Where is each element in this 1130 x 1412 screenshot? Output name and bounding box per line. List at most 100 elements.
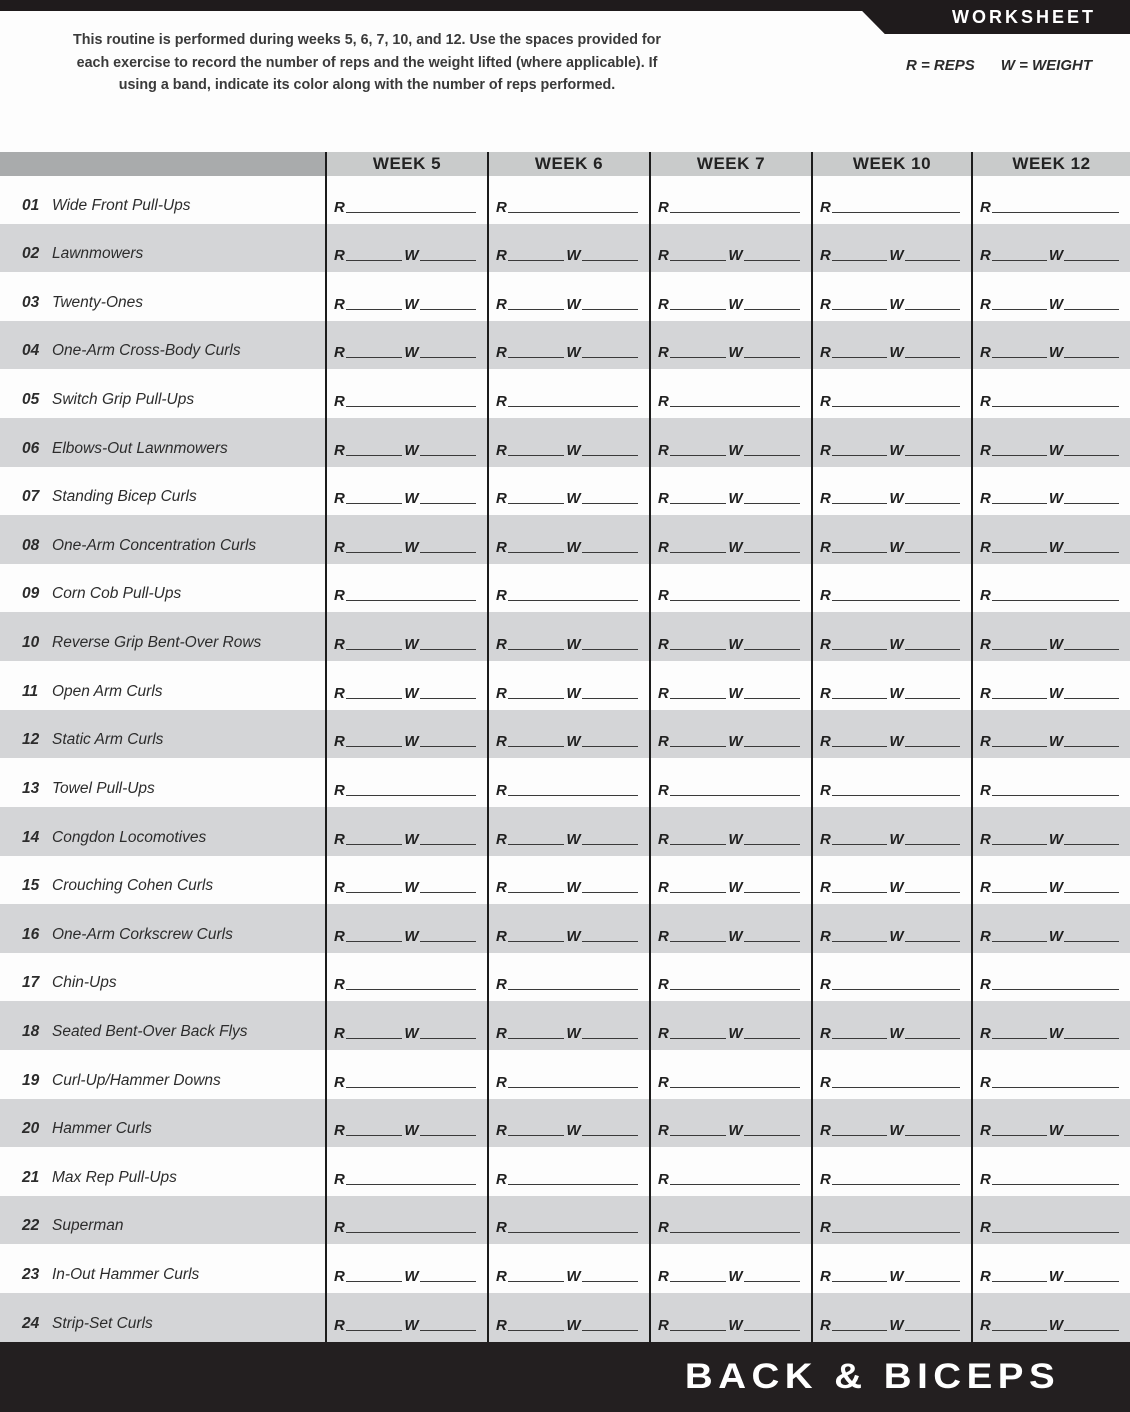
weight-entry-line: [1064, 1135, 1120, 1137]
weight-label: W: [1048, 1024, 1064, 1042]
weight-label: W: [889, 441, 904, 459]
table-row: 14 Congdon Locomotives R W R W R W R W R W: [0, 806, 1130, 856]
weight-label: W: [1048, 295, 1064, 313]
weight-entry-line: [581, 503, 639, 505]
weight-entry-line: [743, 357, 801, 359]
reps-entry-line: [507, 600, 638, 602]
intro-line: This routine is performed during weeks 5…: [73, 32, 661, 48]
exercise-name: Wide Front Pull-Ups: [52, 196, 191, 214]
reps-entry-line: [669, 1281, 727, 1283]
reps-entry-line: [345, 843, 403, 845]
weight-entry-line: [1064, 746, 1120, 748]
reps-entry-line: [345, 600, 476, 602]
reps-label: R: [334, 976, 345, 994]
exercise-number: 13: [22, 779, 40, 797]
table-row: 02 Lawnmowers R W R W R W R W R W: [0, 223, 1130, 273]
weight-entry-line: [904, 746, 961, 748]
reps-entry-line: [345, 260, 403, 262]
exercise-cell: 07 Standing Bicep Curls: [0, 467, 325, 516]
weight-entry-line: [1064, 697, 1120, 699]
intro-line: using a band, indicate its color along w…: [118, 77, 616, 93]
weight-entry-line: [904, 1329, 961, 1331]
weight-label: W: [1048, 879, 1064, 897]
weight-label: W: [404, 733, 419, 751]
weight-entry-line: [419, 551, 477, 553]
exercise-name: In-Out Hammer Curls: [52, 1266, 200, 1284]
weight-label: W: [404, 684, 419, 702]
reps-label: R: [980, 247, 991, 265]
reps-label: R: [658, 733, 669, 751]
reps-label: R: [820, 247, 831, 265]
reps-entry-line: [831, 746, 888, 748]
reps-entry-line: [507, 1232, 638, 1234]
weight-entry-line: [581, 551, 639, 553]
reps-entry-line: [831, 843, 888, 845]
weight-label: W: [728, 733, 743, 751]
table-row: 16 One-Arm Corkscrew Curls R W R W R W R W R W: [0, 904, 1130, 953]
exercise-cell: 11 Open Arm Curls: [0, 661, 325, 710]
reps-entry-line: [669, 1232, 800, 1234]
reps-entry-line: [345, 211, 476, 213]
week-entry-cell: R: [811, 1195, 971, 1245]
reps-entry-line: [507, 1329, 565, 1331]
exercise-number: 09: [22, 585, 40, 603]
reps-label: R: [820, 393, 831, 411]
weight-entry-line: [743, 308, 801, 310]
exercise-number: 03: [22, 293, 40, 311]
reps-label: R: [820, 636, 831, 654]
weight-label: W: [889, 684, 904, 702]
reps-label: R: [658, 1073, 669, 1091]
weight-label: W: [889, 636, 904, 654]
exercise-cell: 09 Corn Cob Pull-Ups: [0, 564, 325, 613]
reps-label: R: [496, 636, 507, 654]
reps-entry-line: [345, 940, 403, 942]
weight-label: W: [566, 1024, 581, 1042]
weight-entry-line: [743, 649, 801, 651]
weight-entry-line: [581, 1329, 639, 1331]
weight-label: W: [566, 247, 581, 265]
weight-entry-line: [419, 454, 477, 456]
weight-entry-line: [743, 697, 801, 699]
week-entry-cell: R: [971, 1147, 1130, 1196]
week-entry-cell: R: [487, 758, 649, 807]
weight-entry-line: [743, 503, 801, 505]
reps-label: R: [658, 1122, 669, 1140]
reps-label: R: [334, 879, 345, 897]
exercise-cell: 24 Strip-Set Curls: [0, 1293, 325, 1342]
reps-entry-line: [991, 454, 1047, 456]
reps-entry-line: [991, 1037, 1047, 1039]
weight-label: W: [728, 1316, 743, 1334]
weight-entry-line: [1064, 454, 1120, 456]
reps-entry-line: [669, 503, 727, 505]
exercise-cell: 06 Elbows-Out Lawnmowers: [0, 418, 325, 467]
reps-entry-line: [669, 649, 727, 651]
reps-entry-line: [507, 1037, 565, 1039]
reps-entry-line: [669, 843, 727, 845]
weight-label: W: [728, 490, 743, 508]
exercise-name: Elbows-Out Lawnmowers: [52, 439, 228, 457]
reps-entry-line: [831, 989, 960, 991]
weight-entry-line: [1064, 1037, 1120, 1039]
reps-entry-line: [831, 406, 960, 408]
reps-label: R: [334, 733, 345, 751]
weight-label: W: [1048, 1122, 1064, 1140]
weight-entry-line: [1064, 308, 1120, 310]
exercise-name: Reverse Grip Bent-Over Rows: [52, 634, 262, 652]
exercise-name: Standing Bicep Curls: [52, 488, 197, 506]
week-entry-cell: R: [971, 175, 1130, 224]
